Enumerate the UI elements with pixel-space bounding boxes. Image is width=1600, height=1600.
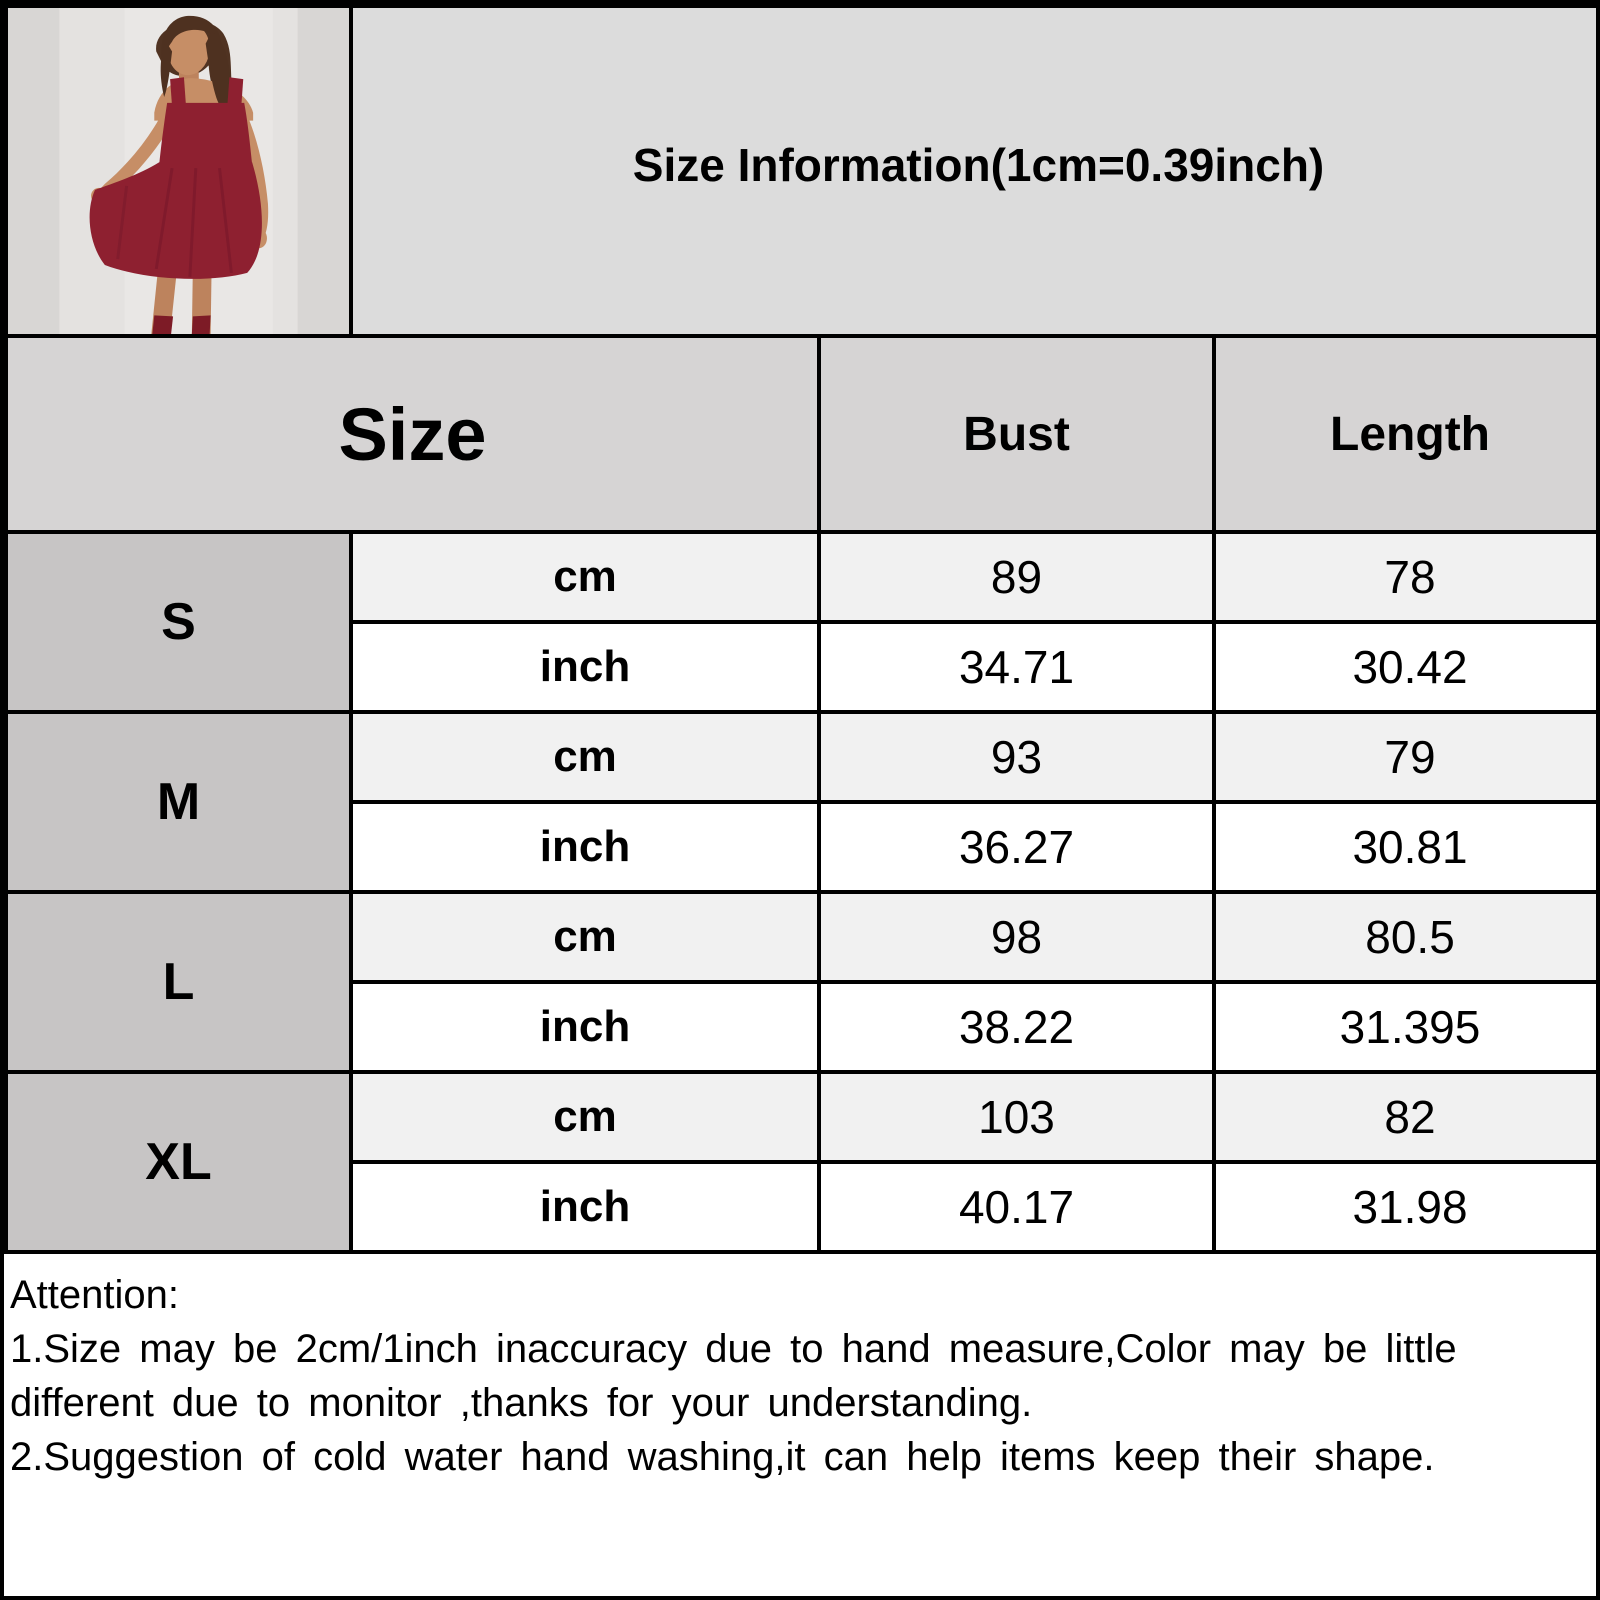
length-column-header: Length <box>1211 334 1596 535</box>
unit-cell: cm <box>349 530 821 625</box>
table-row-m-cm: M cm 93 79 <box>4 710 1596 895</box>
value-cell: 36.27 <box>817 800 1216 895</box>
attention-line-1: 1.Size may be 2cm/1inch inaccuracy due t… <box>10 1327 1457 1372</box>
unit-cell: inch <box>349 620 821 715</box>
value-cell: 80.5 <box>1211 890 1596 985</box>
value-cell: 40.17 <box>817 1160 1216 1255</box>
product-photo <box>10 10 347 333</box>
page-title: Size Information(1cm=0.39inch) <box>632 139 1325 192</box>
value-cell: 30.81 <box>1211 800 1596 895</box>
table-row-l-inch: inch 38.22 31.395 <box>6 980 1596 1075</box>
table-row-s-cm: S cm 89 78 <box>4 530 1596 715</box>
value-cell: 31.395 <box>1211 980 1596 1075</box>
value-cell: 93 <box>817 710 1216 805</box>
value-cell: 82 <box>1211 1070 1596 1165</box>
unit-cell: inch <box>349 1160 821 1255</box>
size-table: Size Information(1cm=0.39inch) Size Bust… <box>4 4 1596 1255</box>
unit-cell: cm <box>349 890 821 985</box>
size-label-l: L <box>4 890 353 1075</box>
size-column-header: Size <box>4 334 821 535</box>
bust-column-header: Bust <box>817 334 1216 535</box>
unit-cell: cm <box>349 710 821 805</box>
value-cell: 103 <box>817 1070 1216 1165</box>
table-row-s-inch: inch 34.71 30.42 <box>6 620 1596 715</box>
product-photo-cell <box>4 4 353 339</box>
size-label-xl: XL <box>4 1070 353 1255</box>
value-cell: 78 <box>1211 530 1596 625</box>
attention-note: Attention: 1.Size may be 2cm/1inch inacc… <box>4 1254 1596 1596</box>
size-label-s: S <box>4 530 353 715</box>
table-row-xl-cm: XL cm 103 82 <box>4 1070 1596 1255</box>
model-figure <box>89 15 269 333</box>
attention-line-3: 2.Suggestion of cold water hand washing,… <box>10 1435 1435 1480</box>
value-cell: 34.71 <box>817 620 1216 715</box>
unit-cell: inch <box>349 800 821 895</box>
unit-cell: inch <box>349 980 821 1075</box>
table-row-l-cm: L cm 98 80.5 <box>4 890 1596 1075</box>
value-cell: 89 <box>817 530 1216 625</box>
size-label-m: M <box>4 710 353 895</box>
table-row-m-inch: inch 36.27 30.81 <box>6 800 1596 895</box>
table-row-xl-inch: inch 40.17 31.98 <box>6 1160 1596 1255</box>
unit-cell: cm <box>349 1070 821 1165</box>
value-cell: 79 <box>1211 710 1596 805</box>
value-cell: 98 <box>817 890 1216 985</box>
value-cell: 38.22 <box>817 980 1216 1075</box>
title-cell: Size Information(1cm=0.39inch) <box>348 4 1596 339</box>
attention-line-2: different due to monitor ,thanks for you… <box>10 1381 1033 1426</box>
value-cell: 31.98 <box>1211 1160 1596 1255</box>
value-cell: 30.42 <box>1211 620 1596 715</box>
attention-heading: Attention: <box>10 1273 180 1318</box>
